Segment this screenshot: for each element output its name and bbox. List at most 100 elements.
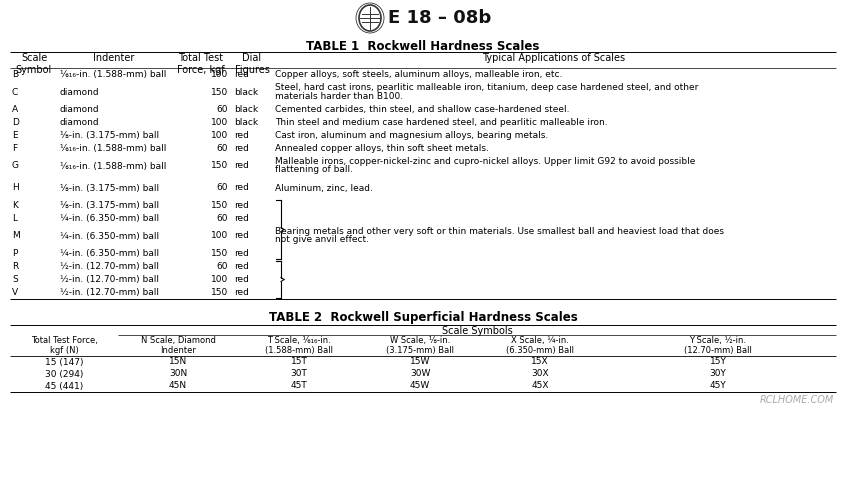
Text: R: R — [12, 262, 19, 271]
Text: V: V — [12, 288, 18, 297]
Text: 100: 100 — [211, 131, 228, 140]
Text: 100: 100 — [211, 118, 228, 127]
Text: B: B — [12, 70, 18, 79]
Text: ⅛-in. (3.175-mm) ball: ⅛-in. (3.175-mm) ball — [60, 201, 159, 210]
Text: C: C — [12, 88, 19, 97]
Text: 150: 150 — [211, 161, 228, 170]
Text: ½-in. (12.70-mm) ball: ½-in. (12.70-mm) ball — [60, 262, 159, 271]
Text: 15T: 15T — [290, 358, 307, 367]
Text: 30X: 30X — [531, 370, 549, 378]
Text: ⅙₁₆-in. (1.588-mm) ball: ⅙₁₆-in. (1.588-mm) ball — [60, 144, 167, 153]
Text: X Scale, ¼-in.
(6.350-mm) Ball: X Scale, ¼-in. (6.350-mm) Ball — [506, 336, 574, 355]
Text: red: red — [234, 131, 249, 140]
Text: ½-in. (12.70-mm) ball: ½-in. (12.70-mm) ball — [60, 275, 159, 284]
Text: Scale
Symbol: Scale Symbol — [16, 53, 52, 75]
Text: 45N: 45N — [169, 381, 187, 390]
Text: 100: 100 — [211, 70, 228, 79]
Text: E: E — [12, 131, 18, 140]
Text: E 18 – 08b: E 18 – 08b — [388, 9, 492, 27]
Text: ¼-in. (6.350-mm) ball: ¼-in. (6.350-mm) ball — [60, 231, 159, 240]
Text: 100: 100 — [211, 231, 228, 240]
Text: Bearing metals and other very soft or thin materials. Use smallest ball and heav: Bearing metals and other very soft or th… — [275, 227, 724, 236]
Text: P: P — [12, 249, 18, 258]
Text: Scale Symbols: Scale Symbols — [442, 326, 513, 336]
Text: 60: 60 — [217, 214, 228, 223]
Text: 45W: 45W — [409, 381, 430, 390]
Text: 15X: 15X — [531, 358, 549, 367]
Text: 30Y: 30Y — [710, 370, 727, 378]
Text: red: red — [234, 275, 249, 284]
Text: diamond: diamond — [60, 118, 100, 127]
Text: Thin steel and medium case hardened steel, and pearlitic malleable iron.: Thin steel and medium case hardened stee… — [275, 118, 607, 127]
Text: red: red — [234, 288, 249, 297]
Text: 15W: 15W — [409, 358, 430, 367]
Text: ½-in. (12.70-mm) ball: ½-in. (12.70-mm) ball — [60, 288, 159, 297]
Text: 150: 150 — [211, 249, 228, 258]
Text: red: red — [234, 183, 249, 192]
Text: 60: 60 — [217, 105, 228, 114]
Text: 45X: 45X — [531, 381, 549, 390]
Text: Copper alloys, soft steels, aluminum alloys, malleable iron, etc.: Copper alloys, soft steels, aluminum all… — [275, 70, 563, 79]
Text: diamond: diamond — [60, 88, 100, 97]
Text: N Scale, Diamond
Indenter: N Scale, Diamond Indenter — [140, 336, 216, 355]
Text: W Scale, ⅛-in.
(3.175-mm) Ball: W Scale, ⅛-in. (3.175-mm) Ball — [386, 336, 454, 355]
Text: red: red — [234, 201, 249, 210]
Text: RCLHOME.COM: RCLHOME.COM — [760, 395, 834, 405]
Text: T Scale, ⅙₁₆-in.
(1.588-mm) Ball: T Scale, ⅙₁₆-in. (1.588-mm) Ball — [265, 336, 333, 355]
Text: Aluminum, zinc, lead.: Aluminum, zinc, lead. — [275, 183, 373, 192]
Text: H: H — [12, 183, 19, 192]
Text: Total Test
Force, kgf: Total Test Force, kgf — [177, 53, 225, 75]
Text: 30N: 30N — [169, 370, 187, 378]
Text: 15Y: 15Y — [710, 358, 727, 367]
Text: M: M — [12, 231, 19, 240]
Text: 150: 150 — [211, 288, 228, 297]
Text: red: red — [234, 161, 249, 170]
Text: red: red — [234, 70, 249, 79]
Text: ⅛-in. (3.175-mm) ball: ⅛-in. (3.175-mm) ball — [60, 131, 159, 140]
Text: red: red — [234, 231, 249, 240]
Text: D: D — [12, 118, 19, 127]
Text: red: red — [234, 144, 249, 153]
Text: 45Y: 45Y — [710, 381, 727, 390]
Text: F: F — [12, 144, 17, 153]
Text: 45 (441): 45 (441) — [45, 381, 83, 390]
Text: A: A — [12, 105, 18, 114]
Text: ¼-in. (6.350-mm) ball: ¼-in. (6.350-mm) ball — [60, 214, 159, 223]
Text: 15 (147): 15 (147) — [45, 358, 83, 367]
Text: Typical Applications of Scales: Typical Applications of Scales — [482, 53, 625, 63]
Text: 60: 60 — [217, 262, 228, 271]
Text: ⅙₁₆-in. (1.588-mm) ball: ⅙₁₆-in. (1.588-mm) ball — [60, 161, 167, 170]
Text: Cemented carbides, thin steel, and shallow case-hardened steel.: Cemented carbides, thin steel, and shall… — [275, 105, 569, 114]
Text: Y Scale, ½-in.
(12.70-mm) Ball: Y Scale, ½-in. (12.70-mm) Ball — [684, 336, 752, 355]
Text: 15N: 15N — [169, 358, 187, 367]
Text: Dial
Figures: Dial Figures — [234, 53, 269, 75]
Text: 45T: 45T — [291, 381, 307, 390]
Text: 30W: 30W — [409, 370, 430, 378]
Text: K: K — [12, 201, 18, 210]
Text: Annealed copper alloys, thin soft sheet metals.: Annealed copper alloys, thin soft sheet … — [275, 144, 489, 153]
Text: S: S — [12, 275, 18, 284]
Text: Cast iron, aluminum and magnesium alloys, bearing metals.: Cast iron, aluminum and magnesium alloys… — [275, 131, 548, 140]
Text: diamond: diamond — [60, 105, 100, 114]
Text: ⅛-in. (3.175-mm) ball: ⅛-in. (3.175-mm) ball — [60, 183, 159, 192]
Text: red: red — [234, 249, 249, 258]
Text: 30 (294): 30 (294) — [45, 370, 83, 378]
Text: L: L — [12, 214, 17, 223]
Text: materials harder than B100.: materials harder than B100. — [275, 92, 404, 101]
Text: 150: 150 — [211, 201, 228, 210]
Text: black: black — [234, 118, 258, 127]
Text: 150: 150 — [211, 88, 228, 97]
Text: 100: 100 — [211, 275, 228, 284]
Text: Total Test Force,
kgf (N): Total Test Force, kgf (N) — [30, 336, 97, 355]
Text: black: black — [234, 88, 258, 97]
Text: ⅙₁₆-in. (1.588-mm) ball: ⅙₁₆-in. (1.588-mm) ball — [60, 70, 167, 79]
Text: not give anvil effect.: not give anvil effect. — [275, 235, 369, 244]
Text: red: red — [234, 262, 249, 271]
Text: 30T: 30T — [290, 370, 307, 378]
Text: TABLE 2  Rockwell Superficial Hardness Scales: TABLE 2 Rockwell Superficial Hardness Sc… — [269, 311, 577, 324]
Text: Malleable irons, copper-nickel-zinc and cupro-nickel alloys. Upper limit G92 to : Malleable irons, copper-nickel-zinc and … — [275, 157, 695, 166]
Text: black: black — [234, 105, 258, 114]
Text: TABLE 1  Rockwell Hardness Scales: TABLE 1 Rockwell Hardness Scales — [306, 40, 540, 53]
Text: ¼-in. (6.350-mm) ball: ¼-in. (6.350-mm) ball — [60, 249, 159, 258]
Text: flattening of ball.: flattening of ball. — [275, 165, 353, 174]
